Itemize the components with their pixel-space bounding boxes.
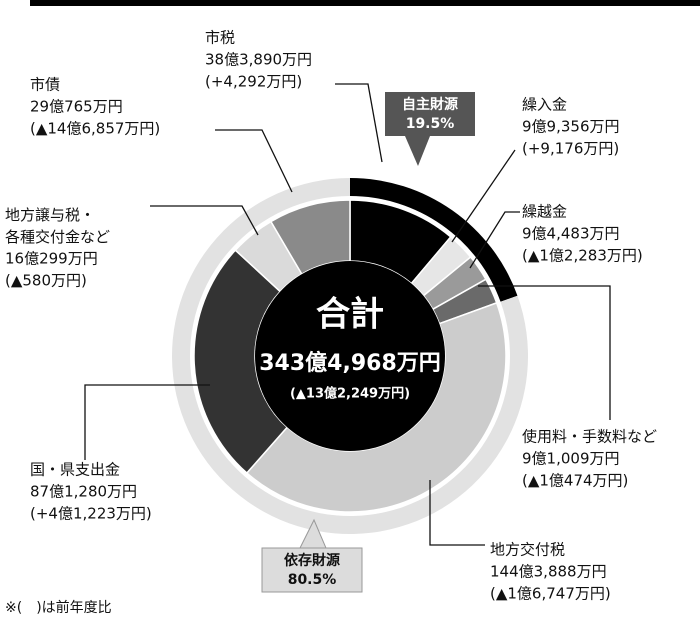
change-label: (▲14億6,857万円) [30, 120, 160, 138]
change-label: (+4,292万円) [205, 73, 302, 91]
group-value: 80.5% [288, 572, 337, 588]
change-label: (+4億1,223万円) [30, 505, 152, 523]
value-label: 9億4,483万円 [522, 225, 620, 243]
total-change: (▲13億2,249万円) [290, 386, 410, 402]
category-label: 地方交付税 [490, 541, 565, 559]
value-label: 9億9,356万円 [522, 118, 620, 136]
leader-line [429, 480, 485, 546]
total-label: 343億4,968万円 [259, 350, 441, 376]
note: ※( )は前年度比 [5, 599, 112, 616]
callout-box [385, 92, 475, 136]
group-name: 自主財源 [402, 96, 458, 113]
category-label: 市債 [30, 76, 60, 94]
value-label: 144億3,888万円 [490, 563, 607, 581]
value-label: 9億1,009万円 [522, 450, 620, 468]
category-label: 国・県支出金 [30, 461, 120, 479]
change-label: (▲1億6,747万円) [490, 585, 611, 603]
value-label: 38億3,890万円 [205, 51, 312, 69]
leader-line [469, 211, 520, 269]
value-label: 29億765万円 [30, 98, 123, 116]
group-arc [350, 178, 518, 302]
group-value: 19.5% [406, 116, 455, 132]
category-label: 繰入金 [522, 96, 567, 114]
callout-pointer [405, 136, 430, 166]
change-label: (▲1億474万円) [522, 472, 628, 490]
center-title: 合計 [316, 295, 384, 335]
leader-line [335, 83, 383, 163]
change-label: (▲1億2,283万円) [522, 247, 643, 265]
top-bar [30, 0, 700, 6]
callout-box [261, 547, 363, 593]
center-hole [255, 261, 445, 451]
category-label: 繰越金 [522, 203, 567, 221]
leader-line [215, 129, 293, 193]
leader-line [84, 384, 210, 460]
leader-line [150, 205, 259, 236]
leader-line [478, 285, 611, 420]
leader-line [451, 149, 516, 243]
value-label: 87億1,280万円 [30, 483, 137, 501]
change-label: (▲580万円) [5, 272, 87, 290]
group-name: 依存財源 [284, 552, 340, 569]
category-label: 地方譲与税・各種交付金など [5, 206, 110, 246]
value-label: 16億299万円 [5, 250, 98, 268]
change-label: (+9,176万円) [522, 140, 619, 158]
category-label: 市税 [205, 29, 235, 47]
category-label: 使用料・手数料など [522, 428, 657, 446]
